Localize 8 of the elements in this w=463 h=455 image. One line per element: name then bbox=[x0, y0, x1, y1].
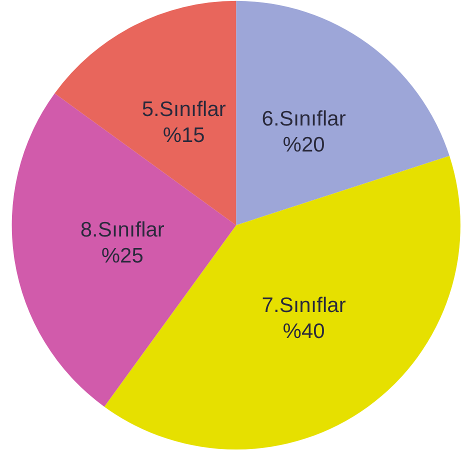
slice-label: 5.Sınıflar bbox=[142, 98, 226, 122]
data-label: %40 bbox=[282, 320, 325, 343]
data-label: %25 bbox=[101, 244, 144, 268]
data-label: %15 bbox=[162, 124, 205, 148]
slice-label: 7.Sınıflar bbox=[262, 294, 346, 317]
slice-label: 8.Sınıflar bbox=[80, 218, 164, 242]
data-label: %20 bbox=[282, 134, 325, 157]
slice-label: 6.Sınıflar bbox=[262, 108, 346, 131]
